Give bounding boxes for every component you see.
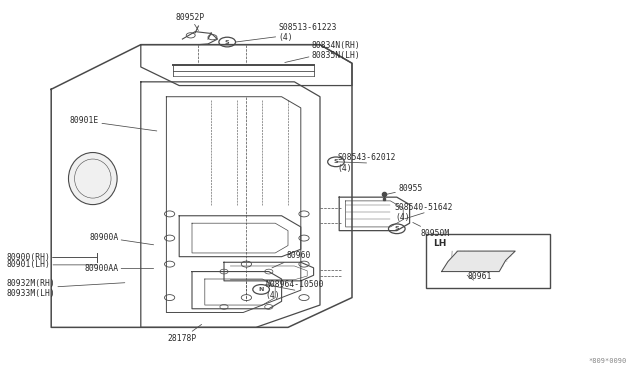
Text: S: S (333, 159, 339, 164)
Text: 80960: 80960 (272, 251, 311, 268)
Text: LH: LH (433, 239, 447, 248)
Text: S08543-62012
(4): S08543-62012 (4) (337, 153, 396, 173)
Text: S: S (394, 226, 399, 231)
Text: S08513-61223
(4): S08513-61223 (4) (236, 23, 337, 42)
Text: *809*0090: *809*0090 (589, 358, 627, 364)
Text: 80834N(RH)
80835N(LH): 80834N(RH) 80835N(LH) (285, 41, 360, 62)
Text: S: S (225, 39, 230, 45)
Text: 80961: 80961 (468, 272, 492, 281)
Text: 80932M(RH)
80933M(LH): 80932M(RH) 80933M(LH) (6, 279, 125, 298)
Text: 80900A: 80900A (89, 233, 154, 245)
Polygon shape (442, 251, 515, 272)
Text: N: N (259, 287, 264, 292)
Text: 80955: 80955 (387, 185, 422, 194)
Ellipse shape (68, 153, 117, 205)
Text: 28178P: 28178P (168, 324, 202, 343)
Text: 80901E: 80901E (70, 116, 157, 131)
Text: 80900(RH): 80900(RH) (6, 253, 97, 262)
Text: 80950M: 80950M (413, 222, 450, 238)
Text: 80901(LH): 80901(LH) (6, 260, 97, 269)
Text: 80900AA: 80900AA (84, 264, 154, 273)
Text: N08964-10500
(4): N08964-10500 (4) (266, 280, 324, 300)
Text: S08540-51642
(4): S08540-51642 (4) (395, 203, 453, 222)
Bar (426, 234, 550, 288)
Text: 80952P: 80952P (175, 13, 205, 31)
